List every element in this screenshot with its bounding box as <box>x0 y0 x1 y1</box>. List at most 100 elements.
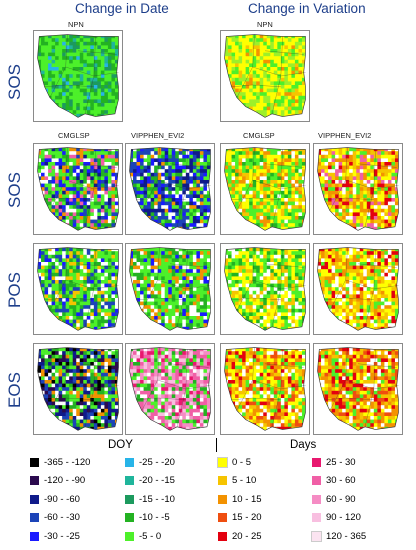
legend-title-doy: DOY <box>108 439 133 451</box>
legend-label: -10 - -5 <box>139 512 170 524</box>
map-raster <box>37 247 119 331</box>
map-label-npn-right: NPN <box>257 20 273 29</box>
legend-label: 90 - 120 <box>326 512 361 524</box>
map-cmglsp-pos-date <box>33 243 123 335</box>
legend-item: -20 - -15 <box>125 474 175 488</box>
legend-item: -365 - -120 <box>30 455 90 469</box>
legend-item: -120 - -90 <box>30 474 85 488</box>
legend-item: 10 - 15 <box>218 492 262 506</box>
map-raster <box>224 34 306 118</box>
legend-swatch <box>30 457 39 467</box>
map-raster <box>129 147 211 231</box>
legend-swatch <box>125 457 134 467</box>
map-raster <box>129 247 211 331</box>
legend-label: -5 - 0 <box>139 530 162 542</box>
legend-item: -10 - -5 <box>125 511 170 525</box>
legend-item: 15 - 20 <box>218 511 262 525</box>
legend-label: -120 - -90 <box>44 475 86 487</box>
legend-item: 90 - 120 <box>312 511 361 525</box>
legend-swatch <box>312 494 321 504</box>
map-vipphen-eos-variation <box>313 343 403 435</box>
legend-item: 5 - 10 <box>218 474 256 488</box>
map-vipphen-sos-variation <box>313 143 403 235</box>
map-raster <box>224 247 306 331</box>
map-raster <box>317 247 399 331</box>
map-cmglsp-eos-variation <box>220 343 310 435</box>
legend-title-days: Days <box>290 439 317 451</box>
map-raster <box>37 347 119 431</box>
map-vipphen-pos-date <box>125 243 215 335</box>
legend-item: -5 - 0 <box>125 529 161 543</box>
map-label-cmglsp-right: CMGLSP <box>243 131 275 140</box>
map-raster <box>317 347 399 431</box>
map-label-vipphen-left: VIPPHEN_EVI2 <box>131 131 185 140</box>
legend-item: 120 - 365 <box>311 529 367 543</box>
legend-swatch <box>125 513 134 523</box>
legend-item: 30 - 60 <box>312 474 356 488</box>
legend-swatch <box>312 513 321 523</box>
legend-label: 15 - 20 <box>232 512 262 524</box>
map-vipphen-pos-variation <box>313 243 403 335</box>
legend-swatch <box>312 476 321 486</box>
legend-label: 0 - 5 <box>232 456 252 468</box>
legend-item: 20 - 25 <box>218 529 262 543</box>
map-label-cmglsp-left: CMGLSP <box>58 131 90 140</box>
legend-swatch <box>312 457 321 467</box>
legend-item: -15 - -10 <box>125 492 175 506</box>
map-raster <box>129 347 211 431</box>
row-label-sos-npn: SOS <box>5 64 24 100</box>
map-raster <box>37 147 119 231</box>
column-title-change-in-date: Change in Date <box>75 1 169 16</box>
legend-item: 60 - 90 <box>312 492 356 506</box>
map-cmglsp-pos-variation <box>220 243 310 335</box>
row-label-eos: EOS <box>5 372 24 408</box>
legend-divider <box>216 438 217 452</box>
legend-label: -90 - -60 <box>44 493 80 505</box>
legend-label: -20 - -15 <box>139 475 175 487</box>
map-label-vipphen-right: VIPPHEN_EVI2 <box>318 131 372 140</box>
legend-label: 20 - 25 <box>232 530 262 542</box>
legend-label: -15 - -10 <box>139 493 175 505</box>
legend-item: -30 - -25 <box>30 529 80 543</box>
legend-item: -60 - -30 <box>30 511 80 525</box>
legend-label: 30 - 60 <box>326 475 356 487</box>
map-raster <box>317 147 399 231</box>
legend-label: 5 - 10 <box>232 475 257 487</box>
legend-swatch <box>218 531 227 541</box>
map-raster <box>37 34 119 118</box>
legend-item: -90 - -60 <box>30 492 80 506</box>
legend-label: 10 - 15 <box>232 493 262 505</box>
legend-swatch <box>218 513 227 523</box>
map-raster <box>224 147 306 231</box>
map-npn-sos-date <box>33 30 123 122</box>
map-vipphen-sos-date <box>125 143 215 235</box>
legend-swatch <box>311 530 322 542</box>
legend-label: -60 - -30 <box>44 512 80 524</box>
map-cmglsp-eos-date <box>33 343 123 435</box>
legend-swatch <box>30 494 39 504</box>
map-cmglsp-sos-variation <box>220 143 310 235</box>
legend-label: -30 - -25 <box>44 530 80 542</box>
legend-swatch <box>125 531 134 541</box>
legend-swatch <box>125 494 134 504</box>
legend-swatch <box>30 476 39 486</box>
legend-item: 25 - 30 <box>312 455 356 469</box>
legend-item: 0 - 5 <box>217 455 252 469</box>
legend-item: -25 - -20 <box>125 455 175 469</box>
legend-swatch <box>218 494 227 504</box>
legend-label: -25 - -20 <box>139 456 175 468</box>
legend-swatch <box>125 476 134 486</box>
legend-label: 120 - 365 <box>326 530 367 542</box>
legend-swatch <box>218 476 227 486</box>
map-cmglsp-sos-date <box>33 143 123 235</box>
legend-label: 25 - 30 <box>326 456 356 468</box>
legend-swatch <box>30 513 39 523</box>
legend-label: 60 - 90 <box>326 493 356 505</box>
row-label-pos: POS <box>5 272 24 308</box>
map-vipphen-eos-date <box>125 343 215 435</box>
map-label-npn-left: NPN <box>68 20 84 29</box>
map-raster <box>224 347 306 431</box>
legend-swatch <box>30 531 39 541</box>
column-title-change-in-variation: Change in Variation <box>248 1 366 16</box>
legend-swatch <box>217 456 228 468</box>
